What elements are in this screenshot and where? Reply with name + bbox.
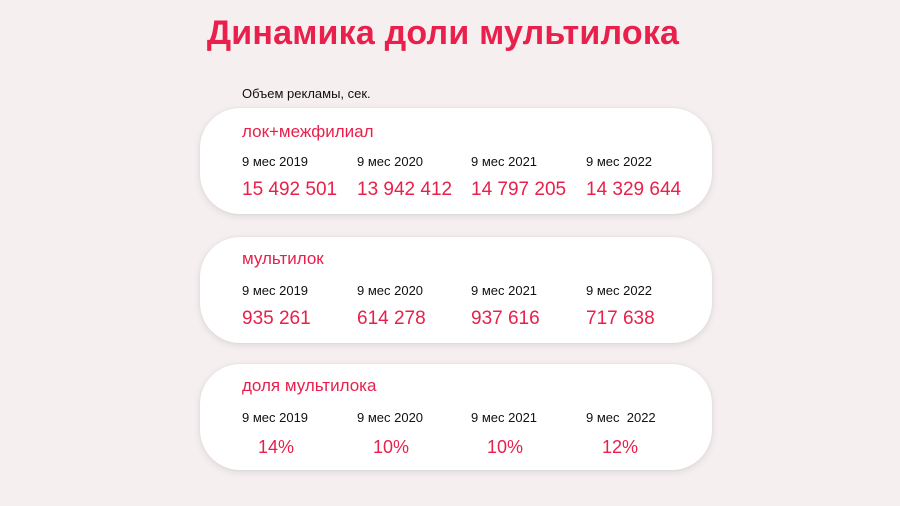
card-title: мультилок [242, 249, 324, 268]
period-column: 9 мес 2019 15 492 501 [242, 154, 357, 201]
metric-card-dolya-multiloka: доля мультилока 9 мес 2019 14% 9 мес 202… [200, 364, 712, 470]
period-column: 9 мес 2019 14% [242, 410, 357, 458]
card-title: доля мультилока [242, 376, 377, 395]
period-label: 9 мес 2022 [586, 410, 656, 425]
period-label: 9 мес 2022 [586, 154, 653, 169]
period-column: 9 мес 2021 14 797 205 [471, 154, 586, 201]
period-column: 9 мес 2022 14 329 644 [586, 154, 701, 201]
period-value: 12% [602, 437, 639, 457]
period-label: 9 мес 2021 [471, 410, 538, 425]
metric-card-multilok: мультилок 9 мес 2019 935 261 9 мес 2020 … [200, 237, 712, 343]
period-value: 10% [373, 437, 410, 457]
period-column: 9 мес 2021 937 616 [471, 283, 586, 330]
period-value: 15 492 501 [242, 179, 338, 200]
period-value: 14% [258, 437, 295, 457]
page-title: Динамика доли мультилока [206, 14, 680, 52]
period-value: 614 278 [357, 308, 426, 329]
period-value: 13 942 412 [357, 179, 453, 200]
period-column: 9 мес 2020 614 278 [357, 283, 472, 330]
period-column: 9 мес 2020 13 942 412 [357, 154, 472, 201]
card-title: лок+межфилиал [242, 122, 374, 141]
period-label: 9 мес 2019 [242, 154, 309, 169]
period-label: 9 мес 2020 [357, 410, 424, 425]
period-label: 9 мес 2022 [586, 283, 653, 298]
period-value: 14 797 205 [471, 179, 567, 200]
period-label: 9 мес 2019 [242, 410, 309, 425]
page-subtitle: Объем рекламы, сек. [242, 86, 371, 101]
period-column: 9 мес 2021 10% [471, 410, 586, 458]
period-label: 9 мес 2021 [471, 154, 538, 169]
period-value: 10% [487, 437, 524, 457]
period-label: 9 мес 2019 [242, 283, 309, 298]
period-column: 9 мес 2020 10% [357, 410, 472, 458]
period-value: 935 261 [242, 308, 311, 329]
period-label: 9 мес 2020 [357, 154, 424, 169]
period-label: 9 мес 2021 [471, 283, 538, 298]
period-value: 937 616 [471, 308, 540, 329]
period-value: 14 329 644 [586, 179, 682, 200]
period-label: 9 мес 2020 [357, 283, 424, 298]
metric-card-lok-mezhfilial: лок+межфилиал 9 мес 2019 15 492 501 9 ме… [200, 108, 712, 214]
period-column: 9 мес 2022 717 638 [586, 283, 701, 330]
period-column: 9 мес 2019 935 261 [242, 283, 357, 330]
period-value: 717 638 [586, 308, 655, 329]
period-column: 9 мес 2022 12% [586, 410, 701, 458]
